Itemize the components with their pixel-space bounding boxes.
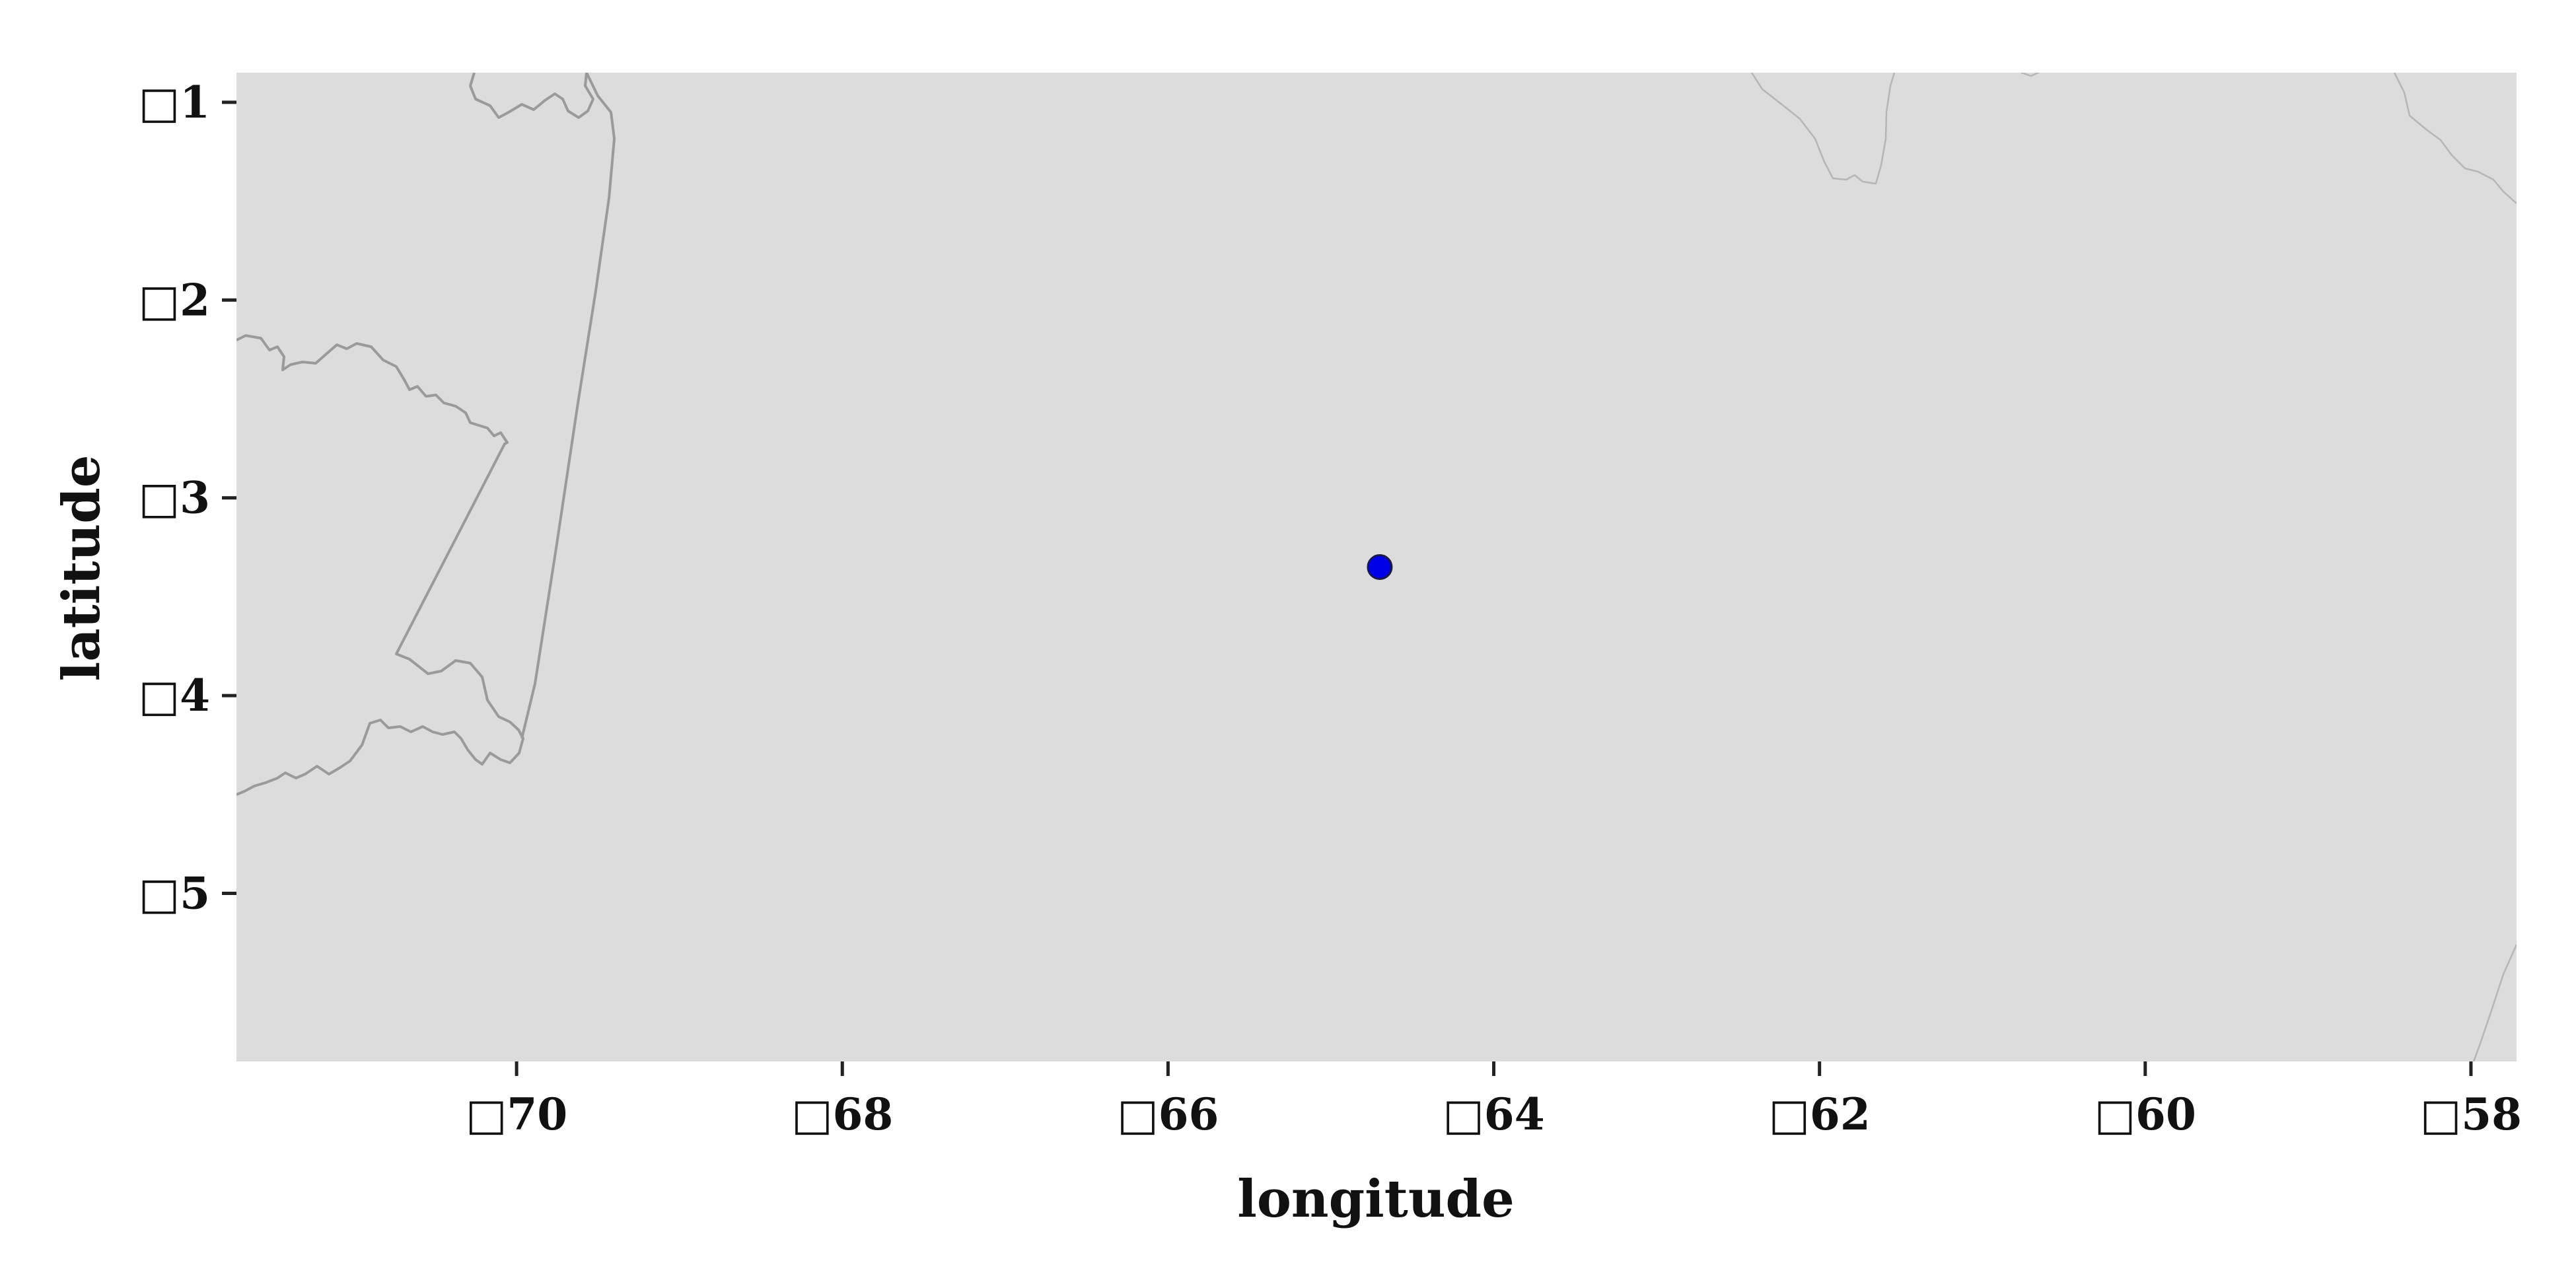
river-line [1750,73,1896,185]
map-basemap-lines [236,73,2517,1061]
x-axis-title: longitude [1237,1169,1514,1229]
x-tick-label: □66 [1117,1089,1219,1140]
y-axis: □1 □2 □3 □4 □5 [139,77,236,919]
country-border-line [236,334,524,796]
x-tick-label: □60 [2094,1089,2196,1140]
country-border-line [469,73,616,739]
river-line [2021,73,2040,77]
y-axis-title: latitude [52,455,112,682]
river-line [2472,944,2517,1061]
data-points [1367,554,1393,580]
y-tick-label: □4 [139,670,210,721]
y-tick-label: □1 [139,77,210,128]
x-tick-label: □64 [1443,1089,1544,1140]
x-tick-label: □62 [1769,1089,1871,1140]
y-tick-label: □3 [139,472,210,524]
x-tick-label: □70 [466,1089,567,1140]
location-point [1367,554,1393,580]
y-tick-label: □5 [139,868,210,919]
river-line [2393,73,2517,204]
x-tick-label: □58 [2420,1089,2522,1140]
x-tick-label: □68 [791,1089,893,1140]
y-tick-label: □2 [139,274,210,326]
x-axis: □70 □68 □66 □64 □62 □60 □58 [466,1061,2522,1140]
